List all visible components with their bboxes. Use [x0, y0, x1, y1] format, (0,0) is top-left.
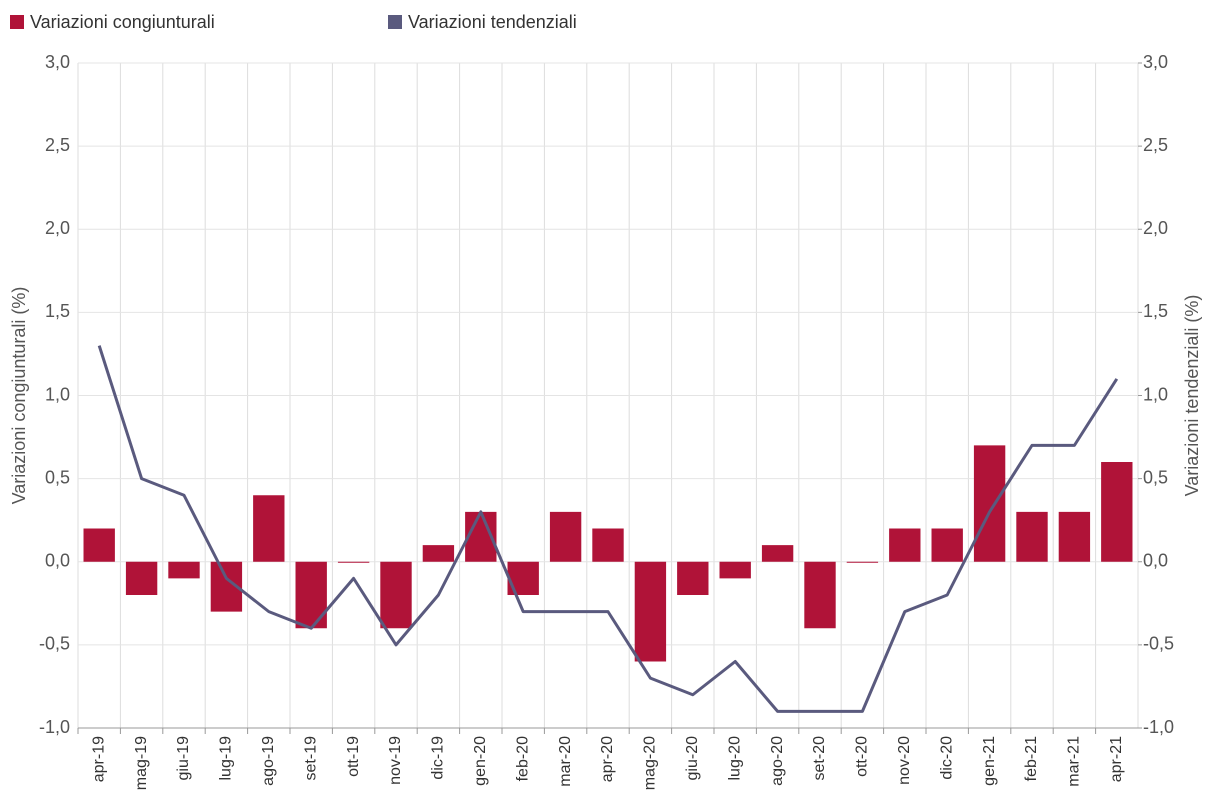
x-tick-label: nov-19 [387, 736, 404, 785]
y2-tick-label: 0,5 [1143, 467, 1168, 487]
bar [1101, 462, 1133, 562]
y2-tick-label: 0,0 [1143, 551, 1168, 571]
line [97, 345, 1119, 713]
y-axis-title: Variazioni congiunturali (%) [9, 287, 29, 505]
legend-swatch [388, 15, 402, 29]
x-tick-label: giu-19 [175, 736, 192, 781]
bar [549, 511, 582, 562]
x-tick-label: ago-20 [769, 736, 786, 786]
bar [804, 561, 836, 629]
bar [168, 561, 200, 579]
bar [1016, 511, 1048, 562]
y-tick-label: 0,5 [45, 467, 70, 487]
bar [380, 561, 412, 629]
bar [83, 528, 115, 562]
y2-tick-label: 1,5 [1143, 301, 1168, 321]
y-tick-label: 2,0 [45, 218, 70, 238]
bar [931, 528, 963, 562]
x-tick-label: apr-21 [1108, 736, 1125, 782]
x-tick-label: dic-19 [430, 736, 447, 780]
y-tick-label: 0,0 [45, 551, 70, 571]
x-tick-label: mar-20 [557, 736, 574, 787]
bar [634, 561, 667, 662]
x-tick-label: mag-20 [642, 736, 659, 790]
x-tick-label: mar-21 [1066, 736, 1083, 787]
bar [507, 561, 539, 595]
bar [592, 528, 624, 562]
x-tick-label: set-20 [811, 736, 828, 781]
legend-swatch [10, 15, 24, 29]
x-tick-label: apr-20 [599, 736, 616, 782]
bar [846, 561, 879, 563]
x-tick-label: mag-19 [133, 736, 150, 790]
y-tick-label: -0,5 [39, 634, 70, 654]
bar [973, 445, 1006, 562]
y2-tick-label: 2,0 [1143, 218, 1168, 238]
x-tick-label: lug-20 [726, 736, 743, 781]
y2-tick-label: -1,0 [1143, 717, 1174, 737]
bar [719, 561, 751, 579]
x-tick-label: gen-21 [981, 736, 998, 786]
bar [889, 528, 921, 562]
bar [295, 561, 327, 629]
x-tick-label: gen-20 [472, 736, 489, 786]
y-tick-label: 1,5 [45, 301, 70, 321]
y2-tick-label: 2,5 [1143, 135, 1168, 155]
y2-tick-label: 3,0 [1143, 52, 1168, 72]
x-tick-label: ott-20 [854, 736, 871, 777]
legend-label: Variazioni tendenziali [408, 12, 577, 32]
bar [1058, 511, 1091, 562]
x-tick-label: feb-21 [1023, 736, 1040, 781]
bar [422, 545, 455, 562]
bar [761, 545, 794, 562]
x-tick-label: apr-19 [90, 736, 107, 782]
x-tick-label: ago-19 [260, 736, 277, 786]
y2-axis-title: Variazioni tendenziali (%) [1182, 295, 1202, 497]
y-tick-label: 3,0 [45, 52, 70, 72]
y-tick-label: 2,5 [45, 135, 70, 155]
x-tick-label: nov-20 [896, 736, 913, 785]
legend-label: Variazioni congiunturali [30, 12, 215, 32]
x-tick-label: dic-20 [938, 736, 955, 780]
bar [677, 561, 709, 595]
y2-tick-label: -0,5 [1143, 634, 1174, 654]
x-tick-label: lug-19 [218, 736, 235, 781]
x-tick-label: ott-19 [345, 736, 362, 777]
x-tick-label: set-19 [302, 736, 319, 781]
y-tick-label: -1,0 [39, 717, 70, 737]
x-tick-label: feb-20 [514, 736, 531, 781]
bar [253, 495, 285, 562]
bar [337, 561, 370, 563]
y-tick-label: 1,0 [45, 384, 70, 404]
bar [125, 561, 158, 595]
x-tick-label: giu-20 [684, 736, 701, 781]
y2-tick-label: 1,0 [1143, 384, 1168, 404]
